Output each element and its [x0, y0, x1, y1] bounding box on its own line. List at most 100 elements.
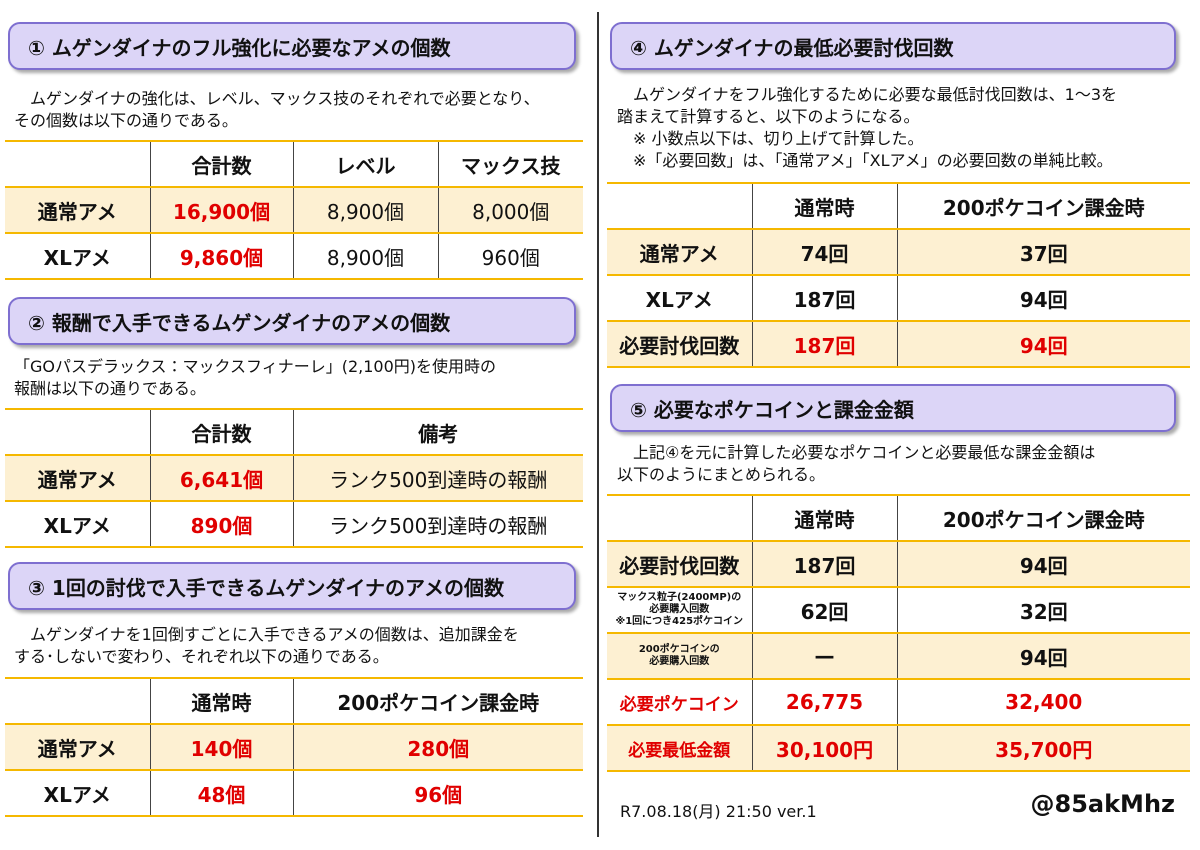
divider — [597, 12, 599, 837]
cell: 30,100円 — [751, 724, 897, 772]
table: 通常時 200ポケコイン課金時 通常アメ 140個 280個 XLアメ 48個 96個 — [5, 677, 583, 817]
paragraph: 「GOパスデラックス：マックスフィナーレ」(2,100円)を使用時の 報酬は以下の… — [14, 356, 496, 400]
table: 通常時 200ポケコイン課金時 必要討伐回数 187回 94回 マックス粒子(2400… — [607, 494, 1190, 772]
cell: 94回 — [896, 274, 1190, 322]
line: ムゲンダイナの強化は、レベル、マックス技のそれぞれで必要となり、 — [14, 89, 540, 108]
line: 報酬は以下の通りである。 — [14, 379, 206, 398]
cell: 280個 — [292, 723, 583, 771]
cell: 96個 — [292, 769, 583, 817]
label-line: 200ポケコインの — [638, 644, 720, 655]
row-label: 必要討伐回数 — [607, 320, 752, 368]
row-label: 通常アメ — [5, 186, 150, 234]
cell: 94回 — [896, 632, 1190, 680]
cell: 890個 — [149, 500, 293, 548]
paragraph: ムゲンダイナをフル強化するために必要な最低討伐回数は、1～3を 踏まえて計算すると… — [617, 84, 1117, 172]
cell: 187回 — [751, 320, 897, 368]
row: マックス粒子(2400MP)の 必要購入回数 ※1回につき425ポケコイン 62回 32… — [607, 586, 1190, 634]
column-header: 通常時 — [751, 494, 897, 542]
column-header: 合計数 — [149, 408, 293, 456]
row: XLアメ 187回 94回 — [607, 274, 1190, 322]
label-line: ※1回につき425ポケコイン — [615, 616, 744, 627]
row-label: 通常アメ — [5, 454, 150, 502]
row: 通常アメ 6,641個 ランク500到達時の報酬 — [5, 454, 583, 502]
cell: 94回 — [896, 320, 1190, 368]
section-header: ④ ムゲンダイナの最低必要討伐回数 — [610, 22, 1176, 70]
paragraph: ムゲンダイナの強化は、レベル、マックス技のそれぞれで必要となり、 その個数は以下の… — [14, 88, 540, 132]
table: 合計数 レベル マックス技 通常アメ 16,900個 8,900個 8,000個 XLアメ… — [5, 140, 583, 280]
row: XLアメ 48個 96個 — [5, 769, 583, 817]
column-header: マックス技 — [437, 140, 583, 188]
cell: 94回 — [896, 540, 1190, 588]
label-line: マックス粒子(2400MP)の — [617, 592, 742, 603]
row: 必要討伐回数 187回 94回 — [607, 540, 1190, 588]
section-header: ③ 1回の討伐で入手できるムゲンダイナのアメの個数 — [8, 562, 576, 610]
row: 200ポケコインの 必要購入回数 —94回 — [607, 632, 1190, 680]
cell: — — [751, 632, 897, 680]
line: 「GOパスデラックス：マックスフィナーレ」(2,100円)を使用時の — [14, 357, 497, 376]
row-label: 必要討伐回数 — [607, 540, 752, 588]
line: 以下のようにまとめられる。 — [617, 465, 826, 484]
column-header: 合計数 — [149, 140, 293, 188]
column-header: レベル — [292, 140, 438, 188]
section-header: ② 報酬で入手できるムゲンダイナのアメの個数 — [8, 297, 576, 345]
section-header: ① ムゲンダイナのフル強化に必要なアメの個数 — [8, 22, 576, 70]
cell: 960個 — [437, 232, 583, 280]
row: 通常アメ 74回 37回 — [607, 228, 1190, 276]
column-header: 備考 — [292, 408, 583, 456]
cell: 187回 — [751, 274, 897, 322]
empty-cell — [607, 494, 752, 542]
line: ※ 小数点以下は、切り上げて計算した。 — [617, 129, 924, 148]
line: 上記④を元に計算した必要なポケコインと必要最低な課金金額は — [617, 443, 1096, 462]
label-line: 必要購入回数 — [649, 604, 710, 615]
cell: 6,641個 — [149, 454, 293, 502]
footer-date: R7.08.18(月) 21:50 ver.1 — [620, 802, 817, 821]
row: XLアメ 9,860個 8,900個 960個 — [5, 232, 583, 280]
row: XLアメ 890個 ランク500到達時の報酬 — [5, 500, 583, 548]
table: 合計数 備考 通常アメ 6,641個 ランク500到達時の報酬 XLアメ 890個 ランク… — [5, 408, 583, 548]
section-header: ⑤ 必要なポケコインと課金金額 — [610, 384, 1176, 432]
paragraph: ムゲンダイナを1回倒すごとに入手できるアメの個数は、追加課金を する･しないで変わ… — [14, 624, 519, 668]
cell: 62回 — [751, 586, 897, 634]
row-label: 必要ポケコイン — [607, 678, 752, 726]
line: ムゲンダイナを1回倒すごとに入手できるアメの個数は、追加課金を — [14, 625, 519, 644]
paragraph: 上記④を元に計算した必要なポケコインと必要最低な課金金額は 以下のようにまとめられ… — [617, 442, 1095, 486]
header-row: 通常時 200ポケコイン課金時 — [5, 677, 583, 725]
cell: 8,900個 — [292, 232, 438, 280]
row: 必要最低金額 30,100円 35,700円 — [607, 724, 1190, 772]
label-line: 必要購入回数 — [649, 656, 710, 667]
cell: 48個 — [149, 769, 293, 817]
column-header: 通常時 — [751, 182, 897, 230]
cell: 9,860個 — [149, 232, 293, 280]
row: 必要ポケコイン 26,775 32,400 — [607, 678, 1190, 726]
line: その個数は以下の通りである。 — [14, 111, 238, 130]
table: 通常時 200ポケコイン課金時 通常アメ 74回 37回 XLアメ 187回 94回 必要… — [607, 182, 1190, 368]
cell: 74回 — [751, 228, 897, 276]
row-label: 通常アメ — [5, 723, 150, 771]
empty-cell — [5, 140, 150, 188]
empty-cell — [5, 408, 150, 456]
cell: 8,000個 — [437, 186, 583, 234]
row-label: 必要最低金額 — [607, 724, 752, 772]
row-label: XLアメ — [607, 274, 752, 322]
row: 必要討伐回数 187回 94回 — [607, 320, 1190, 368]
line: する･しないで変わり、それぞれ以下の通りである。 — [14, 647, 389, 666]
column-header: 通常時 — [149, 677, 293, 725]
column-header: 200ポケコイン課金時 — [896, 494, 1190, 542]
header-row: 通常時 200ポケコイン課金時 — [607, 182, 1190, 230]
cell: 16,900個 — [149, 186, 293, 234]
header-row: 合計数 レベル マックス技 — [5, 140, 583, 188]
cell: ランク500到達時の報酬 — [292, 454, 583, 502]
empty-cell — [5, 677, 150, 725]
header-row: 通常時 200ポケコイン課金時 — [607, 494, 1190, 542]
column-header: 200ポケコイン課金時 — [292, 677, 583, 725]
line: ムゲンダイナをフル強化するために必要な最低討伐回数は、1～3を — [617, 85, 1118, 104]
cell: 37回 — [896, 228, 1190, 276]
cell: ランク500到達時の報酬 — [292, 500, 583, 548]
line: ※「必要回数」は、「通常アメ」「XLアメ」の必要回数の単純比較。 — [617, 151, 1113, 170]
footer-handle: @85akMhz — [1030, 790, 1176, 818]
row: 通常アメ 16,900個 8,900個 8,000個 — [5, 186, 583, 234]
cell: 8,900個 — [292, 186, 438, 234]
row-label: XLアメ — [5, 232, 150, 280]
